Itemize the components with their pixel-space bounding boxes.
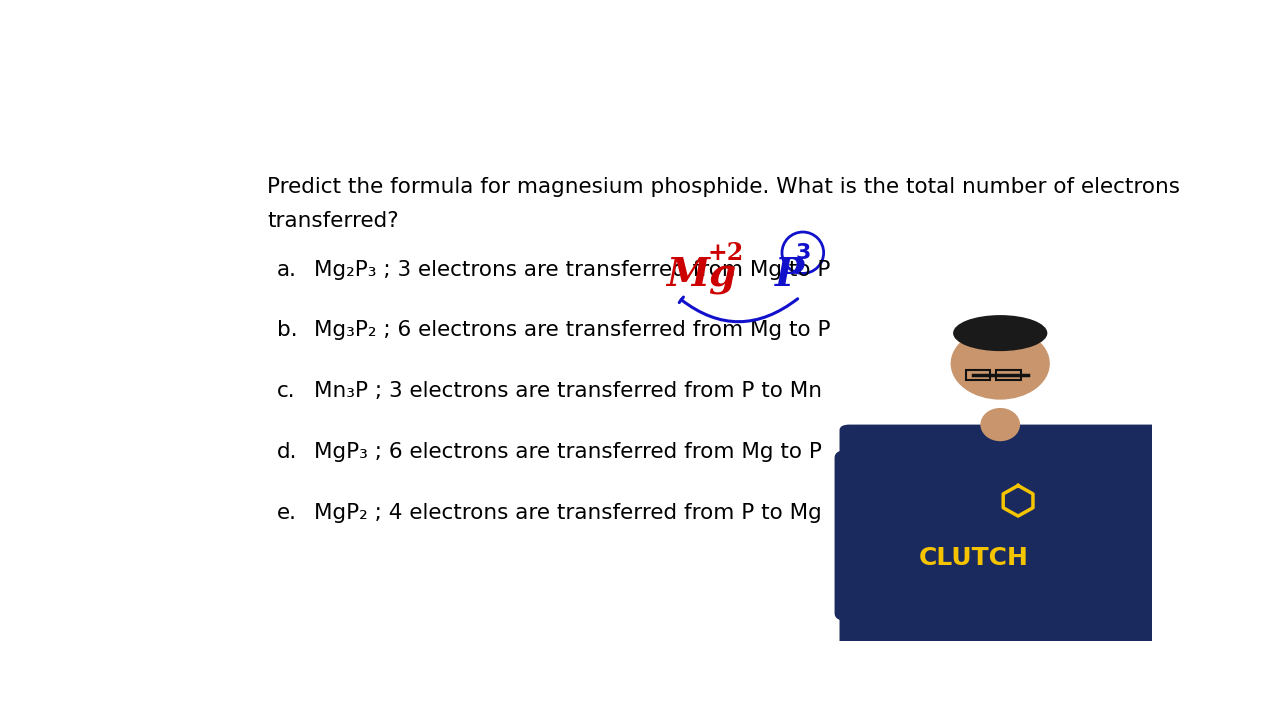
Text: P: P bbox=[776, 256, 804, 294]
Text: Mg: Mg bbox=[666, 256, 736, 294]
Text: e.: e. bbox=[276, 503, 297, 523]
Text: Predict the formula for magnesium phosphide. What is the total number of electro: Predict the formula for magnesium phosph… bbox=[268, 177, 1180, 197]
Text: Mg₂P₃ ; 3 electrons are transferred from Mg to P: Mg₂P₃ ; 3 electrons are transferred from… bbox=[314, 261, 831, 281]
Ellipse shape bbox=[951, 328, 1050, 400]
FancyBboxPatch shape bbox=[835, 449, 933, 621]
Text: MgP₂ ; 4 electrons are transferred from P to Mg: MgP₂ ; 4 electrons are transferred from … bbox=[314, 503, 822, 523]
Ellipse shape bbox=[980, 408, 1020, 441]
FancyBboxPatch shape bbox=[1107, 452, 1162, 618]
Text: +2: +2 bbox=[708, 240, 744, 265]
FancyBboxPatch shape bbox=[840, 425, 1162, 647]
Text: transferred?: transferred? bbox=[268, 210, 399, 230]
Text: b.: b. bbox=[276, 320, 298, 341]
Bar bbox=[965, 370, 991, 380]
Text: Mn₃P ; 3 electrons are transferred from P to Mn: Mn₃P ; 3 electrons are transferred from … bbox=[314, 382, 822, 401]
Text: 3: 3 bbox=[795, 243, 810, 263]
Text: a.: a. bbox=[276, 261, 297, 281]
Text: MgP₃ ; 6 electrons are transferred from Mg to P: MgP₃ ; 6 electrons are transferred from … bbox=[314, 442, 822, 462]
Text: c.: c. bbox=[276, 382, 296, 401]
Text: d.: d. bbox=[276, 442, 297, 462]
Ellipse shape bbox=[954, 315, 1047, 351]
Text: Mg₃P₂ ; 6 electrons are transferred from Mg to P: Mg₃P₂ ; 6 electrons are transferred from… bbox=[314, 320, 831, 341]
Text: CLUTCH: CLUTCH bbox=[919, 546, 1028, 570]
Bar bbox=[996, 370, 1021, 380]
